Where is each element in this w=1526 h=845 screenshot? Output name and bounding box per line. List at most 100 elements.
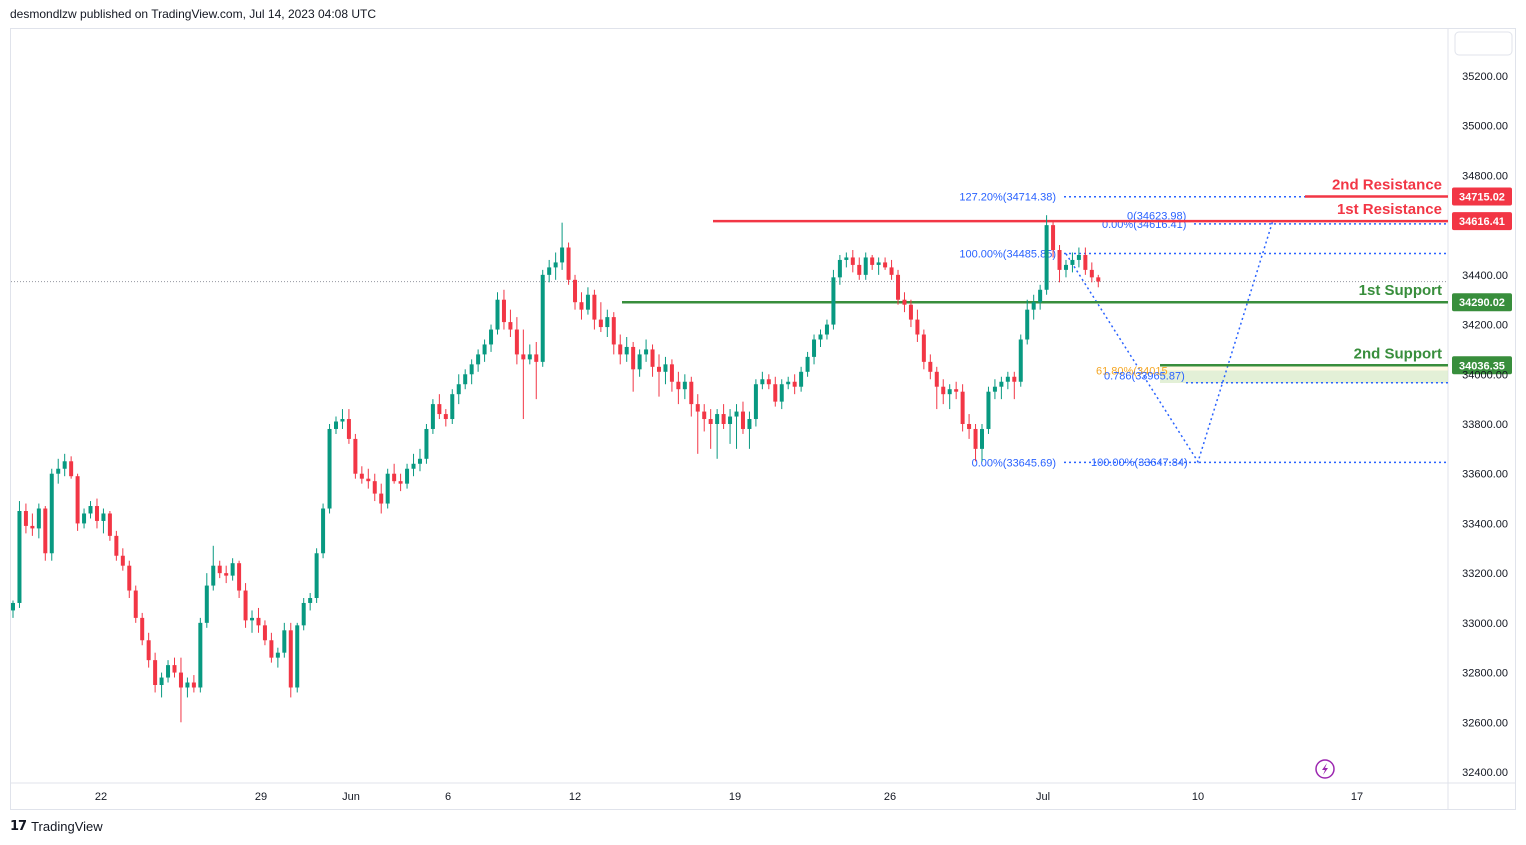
time-tick-label: 10 xyxy=(1192,791,1204,803)
candle-body xyxy=(120,555,125,566)
level-price-label: 34036.35 xyxy=(1459,360,1505,372)
candle-body xyxy=(172,665,177,673)
candle-body xyxy=(269,640,274,658)
candle-body xyxy=(908,304,913,320)
candle-body xyxy=(637,354,642,370)
price-tick-label: 34000.00 xyxy=(1462,369,1508,381)
time-tick-label: 26 xyxy=(884,791,896,803)
candle-body xyxy=(824,324,829,335)
candle-body xyxy=(411,463,416,469)
candle-body xyxy=(547,267,552,275)
candle-body xyxy=(417,458,422,464)
level-price-badge xyxy=(1452,187,1512,206)
candle-body xyxy=(295,625,300,688)
candle-body xyxy=(702,411,707,420)
candle-body xyxy=(75,476,80,524)
candle-body xyxy=(153,660,158,685)
candle-body xyxy=(88,506,93,514)
candle-body xyxy=(999,381,1004,387)
candle-body xyxy=(896,274,901,300)
candle-body xyxy=(69,461,74,477)
candle-body xyxy=(611,317,616,345)
candle-body xyxy=(62,461,67,469)
price-tick-label: 33600.00 xyxy=(1462,469,1508,481)
candle-body xyxy=(262,625,267,641)
candle-body xyxy=(657,366,661,372)
candle-body xyxy=(463,374,468,385)
candle-body xyxy=(1012,376,1017,382)
level-name: 2nd Resistance xyxy=(1332,177,1442,194)
level-name: 2nd Support xyxy=(1354,345,1442,362)
candle-body xyxy=(766,379,771,385)
time-tick-label: 17 xyxy=(1351,791,1363,803)
candle-body xyxy=(359,473,364,479)
candle-body xyxy=(540,274,545,362)
candle-body xyxy=(366,478,371,482)
tradingview-logo-icon[interactable]: 17 xyxy=(10,819,27,834)
candle-body xyxy=(198,622,203,688)
candle-body xyxy=(967,424,972,429)
candle-body xyxy=(721,414,726,424)
candle-body xyxy=(934,371,939,387)
candle-body xyxy=(508,322,513,330)
candle-body xyxy=(566,247,571,280)
candle-body xyxy=(321,508,326,554)
candle-body xyxy=(818,334,823,340)
candle-body xyxy=(1083,254,1088,270)
candle-body xyxy=(1096,277,1101,282)
candle-body xyxy=(560,247,565,263)
candle-body xyxy=(256,617,261,626)
candle-body xyxy=(36,508,41,529)
candle-body xyxy=(346,419,351,439)
candle-body xyxy=(127,565,132,591)
candle-body xyxy=(747,419,752,429)
candle-body xyxy=(1089,269,1094,278)
candle-body xyxy=(889,267,894,275)
candle-body xyxy=(185,682,190,688)
candle-body xyxy=(437,404,442,415)
candle-body xyxy=(928,361,933,372)
candle-body xyxy=(850,257,855,265)
candle-body xyxy=(82,513,87,524)
time-axis: 22 29 Jun 6 12 19 26 Jul 10 17 xyxy=(95,791,1363,803)
candle-body xyxy=(49,473,54,554)
candle-body xyxy=(947,389,952,395)
tradingview-brand[interactable]: TradingView xyxy=(31,819,103,834)
candle-body xyxy=(1070,259,1075,265)
candle-body xyxy=(327,428,332,509)
candle-body xyxy=(301,602,306,626)
candle-body xyxy=(805,356,810,372)
price-tick-label: 34400.00 xyxy=(1462,270,1508,282)
candle-body xyxy=(288,630,293,688)
candle-body xyxy=(443,414,448,420)
time-tick-label: 12 xyxy=(569,791,581,803)
candle-body xyxy=(708,419,713,424)
fib-swing-path xyxy=(1065,219,1274,464)
time-tick-label: 19 xyxy=(729,791,741,803)
fib-label: 0.00%(33645.69) xyxy=(972,457,1056,469)
candle-body xyxy=(1005,376,1010,382)
candle-body xyxy=(1063,264,1068,270)
time-tick-label: Jun xyxy=(342,791,360,803)
candle-body xyxy=(728,416,733,424)
candle-body xyxy=(669,364,674,382)
candle-body xyxy=(424,428,429,459)
level-price-label: 34616.41 xyxy=(1459,216,1505,228)
candle-body xyxy=(618,344,623,355)
time-tick-label: 29 xyxy=(255,791,267,803)
candle-body xyxy=(689,381,694,405)
candle-body xyxy=(308,598,313,603)
candle-body xyxy=(23,511,28,526)
candle-body xyxy=(191,682,196,688)
level-name: 1st Resistance xyxy=(1337,201,1442,218)
candle-body xyxy=(178,672,183,688)
price-tick-label: 33200.00 xyxy=(1462,568,1508,580)
candle-body xyxy=(140,617,145,641)
candle-body xyxy=(812,339,817,357)
level-price-label: 34290.02 xyxy=(1459,297,1505,309)
price-tick-label: 34200.00 xyxy=(1462,320,1508,332)
candle-body xyxy=(334,421,338,429)
candle-body xyxy=(43,508,48,554)
candle-body xyxy=(786,381,791,385)
